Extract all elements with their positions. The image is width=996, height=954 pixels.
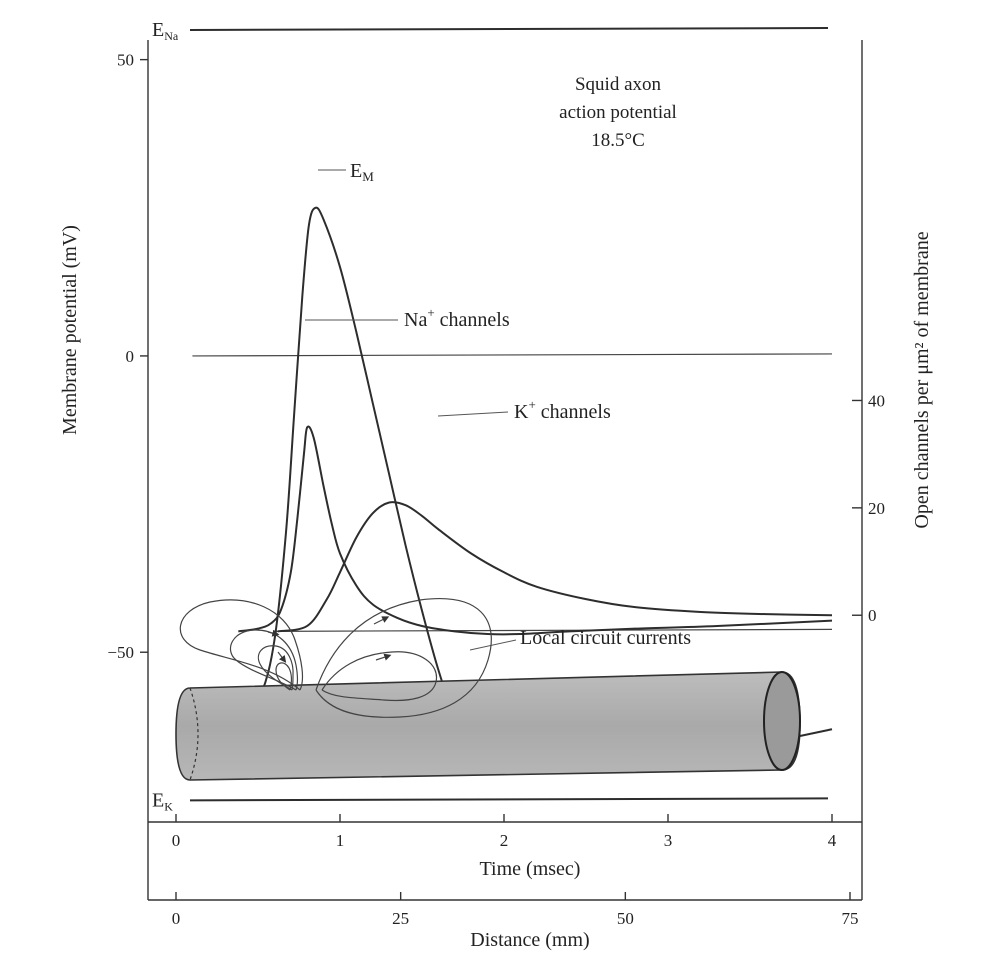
- k-label-main: K: [514, 401, 529, 423]
- k-label-sup: +: [528, 397, 535, 412]
- distance-axis-ticks: 0 25 50 75: [172, 892, 859, 928]
- distance-tick-label-50: 50: [617, 909, 634, 928]
- k-label-rest: channels: [536, 401, 611, 423]
- axon-body: [175, 671, 801, 781]
- time-tick-label-1: 1: [336, 831, 345, 850]
- ref-label-e-na: ENa: [152, 19, 179, 43]
- left-axis-title: Membrane potential (mV): [59, 225, 81, 435]
- currents-label: Local circuit currents: [520, 627, 691, 649]
- right-tick-label-0: 0: [868, 606, 877, 625]
- time-axis-ticks: 0 1 2 3 4: [172, 814, 837, 850]
- right-tick-label-40: 40: [868, 391, 885, 410]
- time-tick-label-2: 2: [500, 831, 509, 850]
- axon-end-cap: [763, 671, 801, 771]
- na-label-sup: +: [427, 305, 434, 320]
- na-label: Na+ channels: [404, 305, 510, 331]
- right-axis-ticks: 40 20 0: [852, 391, 885, 625]
- right-tick-label-20: 20: [868, 499, 885, 518]
- local-circuit-currents: [179, 598, 492, 718]
- current-loop-left-outer: [179, 599, 304, 691]
- left-axis-ticks: 50 0 −50: [107, 51, 148, 662]
- series-k-channels: [277, 501, 833, 633]
- current-arrow-left-1: [267, 629, 280, 637]
- current-loop-left-mid: [230, 629, 299, 691]
- current-loop-left-inner: [257, 645, 294, 691]
- current-arrow-right-1: [373, 616, 390, 625]
- distance-axis-title: Distance (mm): [470, 929, 589, 951]
- time-axis-title: Time (msec): [480, 858, 581, 880]
- series-na-channels: [238, 425, 833, 636]
- distance-tick-label-75: 75: [842, 909, 859, 928]
- current-arrow-left-2: [277, 651, 287, 663]
- plot-frame: [147, 40, 863, 901]
- axon-illustration: [175, 671, 801, 781]
- current-arrow-right-2: [375, 653, 392, 661]
- distance-tick-label-0: 0: [172, 909, 181, 928]
- left-tick-label-0: 0: [126, 347, 135, 366]
- ref-line-e-na: [189, 27, 829, 31]
- current-loop-right-inner: [321, 651, 438, 702]
- title-line-2: action potential: [559, 102, 677, 123]
- time-tick-label-0: 0: [172, 831, 181, 850]
- current-loop-right-outer: [315, 598, 492, 718]
- em-label: EM: [350, 160, 374, 184]
- time-tick-label-3: 3: [664, 831, 673, 850]
- em-label-main: E: [350, 160, 362, 182]
- na-label-rest: channels: [435, 309, 510, 331]
- em-label-sub: M: [362, 169, 374, 184]
- ref-label-e-k: EK: [152, 789, 173, 813]
- distance-tick-label-25: 25: [392, 909, 409, 928]
- right-axis-title: Open channels per μm² of membrane: [911, 231, 933, 528]
- baseline-left-0: [192, 353, 833, 357]
- baseline-right-1: [274, 628, 833, 632]
- left-tick-label-50: 50: [117, 51, 134, 70]
- k-label: K+ channels: [514, 397, 611, 423]
- current-loop-left-core: [275, 662, 292, 691]
- time-tick-label-4: 4: [828, 831, 837, 850]
- k-leader: [437, 411, 509, 417]
- left-tick-label-50: −50: [107, 643, 134, 662]
- title-line-3: 18.5°C: [591, 130, 645, 151]
- axon-start-cap: [189, 687, 199, 781]
- na-label-main: Na: [404, 309, 427, 331]
- currents-leader: [469, 639, 517, 651]
- annotations: EM Na+ channels K+ channels Local circui…: [305, 160, 691, 651]
- title-line-1: Squid axon: [575, 74, 662, 95]
- ref-line-e-k: [189, 797, 829, 802]
- chart-title: Squid axon action potential 18.5°C: [559, 74, 677, 151]
